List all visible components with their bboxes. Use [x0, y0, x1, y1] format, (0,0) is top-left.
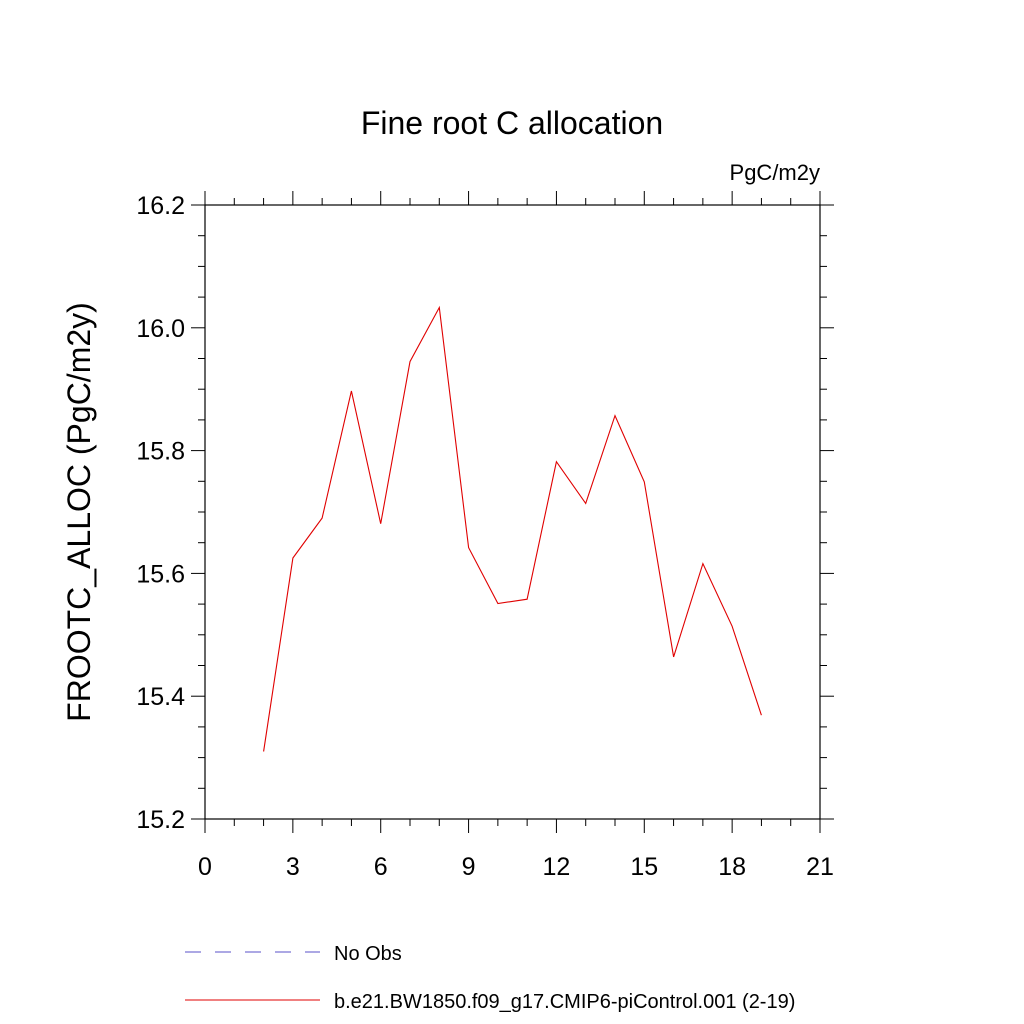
x-tick-label: 0	[198, 853, 212, 881]
x-tick-label: 12	[543, 853, 571, 881]
y-tick-label: 15.8	[136, 438, 185, 466]
x-tick-label: 9	[462, 853, 476, 881]
plot-frame	[204, 204, 821, 820]
y-tick-label: 15.2	[136, 806, 185, 834]
y-axis-label: FROOTC_ALLOC (PgC/m2y)	[61, 302, 97, 722]
series-lines	[263, 305, 762, 752]
y-tick-label: 15.4	[136, 683, 185, 711]
legend-label: No Obs	[334, 943, 402, 965]
y-tick-label: 16.2	[136, 192, 185, 220]
y-tick-label: 15.6	[136, 560, 185, 588]
x-tick-label: 6	[374, 853, 388, 881]
x-tick-label: 3	[286, 853, 300, 881]
x-tick-label: 18	[718, 853, 746, 881]
axis-ticks	[191, 191, 834, 833]
tick-labels: 0 3 6 9 12 15 18 21 15.2 15.4 15.6 15.8 16.0 16.2	[136, 192, 834, 881]
x-tick-label: 15	[630, 853, 658, 881]
x-tick-label: 21	[806, 853, 834, 881]
legend: No Obs b.e21.BW1850.f09_g17.CMIP6-piContr…	[185, 943, 795, 1013]
chart-title: Fine root C allocation	[361, 105, 663, 141]
legend-label: b.e21.BW1850.f09_g17.CMIP6-piControl.001…	[334, 991, 795, 1013]
units-label: PgC/m2y	[730, 160, 820, 185]
y-tick-label: 16.0	[136, 315, 185, 343]
series-line	[263, 305, 762, 752]
